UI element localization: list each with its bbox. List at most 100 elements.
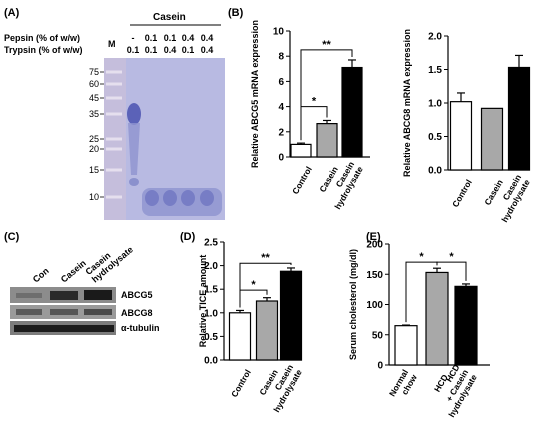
panel-label-e: (E) (366, 231, 381, 243)
ladder-label: 75 (89, 67, 99, 77)
gel-band-low-2 (163, 190, 177, 206)
ladder-label: 20 (89, 144, 99, 154)
y-tick-label: 10 (273, 27, 285, 38)
chart-abcg8: 0.0 0.5 1.0 1.5 2.0 Relative ABCG8 mRNA expre… (402, 29, 532, 224)
y-tick-label: 0 (377, 361, 383, 372)
blot-label-abcg5: ABCG5 (121, 290, 153, 300)
panel-label-c: (C) (4, 231, 20, 243)
significance-bracket (300, 49, 353, 141)
x-category-label: Control (229, 368, 253, 399)
x-category-label-group: Casein (482, 178, 505, 207)
bar (480, 107, 504, 171)
chart-tice: 0.0 0.5 1.0 1.5 2.0 2.5 Relative TICE amount Co… (198, 238, 304, 415)
y-tick-label: 1.0 (204, 308, 218, 319)
bar (228, 312, 252, 361)
bar (279, 270, 303, 361)
pepsin-value: - (132, 33, 135, 43)
bar (425, 271, 449, 366)
y-tick-label: 0.5 (428, 132, 442, 143)
panel-c: Con Casein Casein hydrolysate ABCG5 ABCG… (10, 244, 160, 335)
y-tick-label: 6 (278, 77, 284, 88)
y-axis-label: Relative ABCG5 mRNA expression (250, 20, 260, 168)
ladder-label: 45 (89, 93, 99, 103)
pepsin-value: 0.4 (201, 33, 214, 43)
ladder-band (106, 147, 122, 151)
y-tick-label: 2.0 (204, 261, 218, 272)
blot-band-tubulin (14, 325, 114, 332)
pepsin-label: Pepsin (% of w/w) (4, 33, 80, 43)
ladder-band (106, 112, 122, 116)
blot-band-abcg8-1 (16, 309, 42, 315)
y-tick-label: 1.5 (428, 65, 442, 76)
blot-band-abcg5-1 (16, 293, 42, 298)
bar (454, 285, 478, 366)
ladder-label: 60 (89, 79, 99, 89)
gel-smear-lane1 (128, 123, 140, 175)
trypsin-value: 0.1 (182, 45, 195, 55)
panel-a: Casein Pepsin (% of w/w) Trypsin (% of w… (4, 12, 225, 220)
gel-image (104, 58, 225, 220)
ladder-band (106, 195, 122, 199)
ladder-label: 10 (89, 192, 99, 202)
marker-label: M (108, 39, 116, 49)
y-tick-label: 50 (372, 330, 384, 341)
y-tick-label: 0.0 (204, 356, 218, 367)
y-tick-label: 0.0 (428, 166, 442, 177)
significance-marker: * (449, 251, 454, 263)
blot-label-tubulin: α-tubulin (121, 323, 160, 333)
x-category-label-group: Control (290, 165, 314, 196)
panel-label-d: (D) (180, 231, 196, 243)
gel-band-low-3 (181, 190, 195, 206)
y-tick-label: 0.5 (204, 332, 218, 343)
blot-band-abcg5-2 (50, 291, 78, 300)
significance-marker: * (312, 96, 317, 108)
significance-bracket (436, 261, 467, 281)
trypsin-value: 0.1 (127, 45, 140, 55)
blot-band-abcg8-2 (50, 309, 78, 315)
bar (341, 66, 363, 158)
y-axis-label: Serum cholesterol (mg/dl) (348, 249, 358, 360)
ladder-band (106, 168, 122, 172)
bar (290, 143, 312, 158)
y-tick-label: 200 (366, 240, 383, 251)
blot-lane-casein: Casein (59, 258, 88, 285)
trypsin-value: 0.1 (145, 45, 158, 55)
significance-marker: ** (322, 39, 331, 51)
trypsin-values: 0.1 0.1 0.4 0.1 0.4 (127, 45, 214, 55)
significance-bracket (239, 262, 292, 308)
bar (255, 300, 279, 361)
y-tick-label: 0 (278, 153, 284, 164)
bar (507, 66, 531, 171)
gel-band-low-1 (145, 190, 159, 206)
x-category-label-group: Control (450, 178, 474, 209)
x-category-label-group: Control (229, 368, 253, 399)
blot-band-abcg5-3 (84, 290, 112, 300)
pepsin-value: 0.1 (164, 33, 177, 43)
bar (394, 325, 418, 366)
chart-abcg5: 0 2 4 6 8 10 Relative ABCG5 mRNA expression Con… (250, 20, 370, 211)
x-category-label: Control (290, 165, 314, 196)
x-category-label: Casein (482, 178, 505, 207)
blot-label-abcg8: ABCG8 (121, 308, 153, 318)
trypsin-value: 0.4 (164, 45, 177, 55)
y-tick-label: 1.0 (428, 99, 442, 110)
y-tick-label: 8 (278, 52, 284, 63)
ladder-band (106, 137, 122, 141)
panel-label-a: (A) (4, 7, 20, 19)
gel-band-low-4 (200, 190, 214, 206)
blot-band-abcg8-3 (84, 309, 112, 315)
y-axis-label: Relative TICE amount (198, 255, 208, 348)
gel-band-casein (127, 103, 141, 125)
blot-lane-hydrolysate: Casein hydrolysate (83, 244, 135, 284)
pepsin-values: -0.1 0.1 0.4 0.4 (132, 33, 214, 43)
ladder-label: 25 (89, 134, 99, 144)
ladder-band (106, 70, 122, 74)
panel-label-b: (B) (228, 7, 244, 19)
gel-band-lane1-low (129, 178, 139, 186)
ladder-band (106, 82, 122, 86)
ladder-label: 35 (89, 109, 99, 119)
y-tick-label: 2 (278, 127, 284, 138)
y-tick-label: 2.5 (204, 238, 218, 249)
